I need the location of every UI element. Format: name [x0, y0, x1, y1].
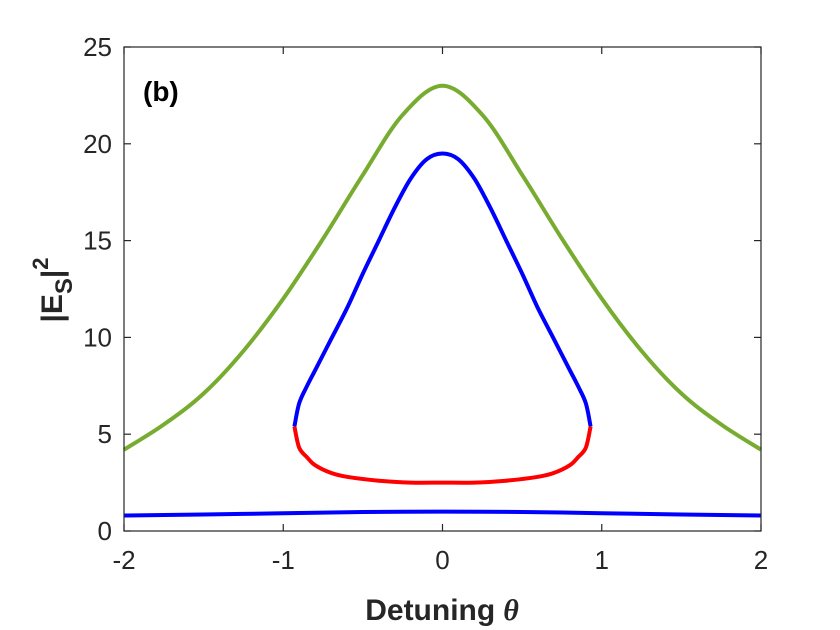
y-tick-label-3: 10 [83, 322, 112, 352]
x-tick-label-5: 2 [754, 545, 768, 575]
series-layer [122, 83, 763, 518]
panel-label: (b) [143, 76, 179, 107]
x-tick-label-3: 0 [435, 545, 449, 575]
x-axis-title-text: Detuning [365, 594, 495, 627]
series-line-1 [122, 83, 763, 452]
y-axis-title-tail: | [36, 270, 69, 278]
y-tick-label-6: 25 [83, 32, 112, 62]
y-axis-title: |ES|2 [28, 257, 78, 322]
y-tick-label-4: 15 [83, 226, 112, 256]
y-axis-title-text: |E [36, 294, 69, 322]
y-tick-label-2: 5 [98, 419, 112, 449]
x-tick-label-2: -1 [272, 545, 295, 575]
y-axis-title-sub: S [51, 278, 78, 294]
x-axis-title: Detuning θ [365, 594, 519, 627]
y-axis-title-sup: 2 [28, 257, 53, 269]
x-tick-label-1: -2 [112, 545, 135, 575]
series-line-4 [123, 509, 762, 518]
x-tick-label-4: 1 [595, 545, 609, 575]
y-tick-label-5: 20 [83, 129, 112, 159]
series-line-3 [292, 426, 593, 485]
x-axis-title-symbol: θ [503, 594, 519, 627]
series-line-2 [292, 151, 593, 427]
plot-area [124, 47, 761, 531]
y-tick-label-1: 0 [98, 516, 112, 546]
